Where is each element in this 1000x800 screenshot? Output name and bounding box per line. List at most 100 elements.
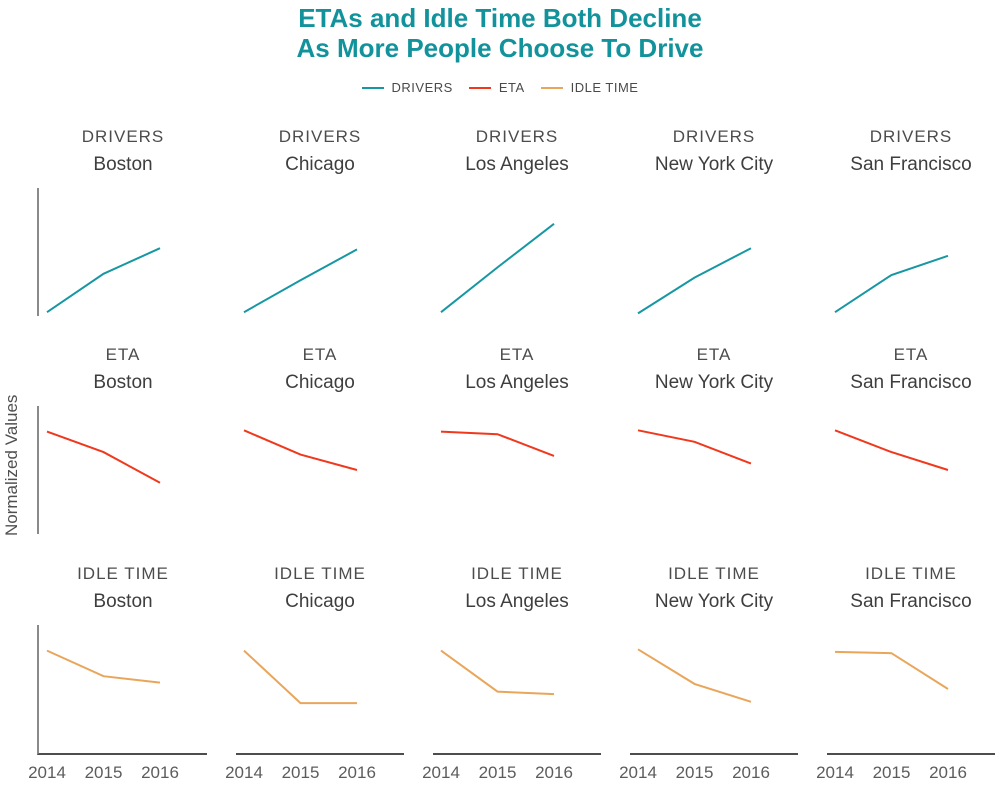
subplot-metric-label: IDLE TIME (77, 564, 169, 583)
x-tick-2016: 2016 (535, 763, 573, 782)
data-line (834, 429, 949, 471)
data-line (637, 648, 752, 703)
subplot-eta-san-francisco: ETA San Francisco (827, 342, 995, 534)
subplot-idle-time-boston: IDLE TIME Boston 2014 2015 2016 (28, 561, 207, 785)
x-axis-ticks: 2014 2015 2016 (225, 755, 404, 785)
x-tick-2016: 2016 (732, 763, 770, 782)
subplot-titles: DRIVERS Chicago (236, 126, 404, 188)
subplot-drivers-boston: DRIVERS Boston (37, 124, 207, 316)
plot-area-eta-chicago (236, 406, 404, 534)
subplot-metric-label: ETA (105, 345, 141, 364)
plot-area-drivers-boston (37, 188, 207, 316)
subplot-idle-time-chicago: IDLE TIME Chicago 2014 2015 2016 (225, 561, 404, 785)
line-idle-time-chicago (243, 649, 357, 705)
plot-area-idle-time-los-angeles (433, 625, 601, 755)
subplot-metric-label: IDLE TIME (865, 564, 957, 583)
line-eta-san-francisco (834, 429, 949, 471)
subplot-city-label: Boston (93, 372, 153, 393)
plot-area-drivers-new-york-city (630, 188, 798, 316)
chart-title: ETAs and Idle Time Both Decline As More … (296, 3, 704, 63)
x-tick-2016: 2016 (929, 763, 967, 782)
x-axis-ticks: 2014 2015 2016 (422, 755, 601, 785)
subplot-metric-label: ETA (893, 345, 929, 364)
subplot-drivers-san-francisco: DRIVERS San Francisco (827, 124, 995, 316)
x-tick-2015: 2015 (84, 763, 123, 782)
x-axis-ticks: 2014 2015 2016 (619, 755, 798, 785)
plot-area-eta-boston (37, 406, 207, 534)
data-line (834, 650, 949, 690)
subplot-drivers-new-york-city: DRIVERS New York City (630, 124, 798, 316)
chart-row-drivers: DRIVERS Boston DRIVERS Chicago DRIVERS Los An… (37, 124, 995, 316)
subplot-city-label: Los Angeles (465, 372, 569, 393)
data-line (637, 429, 752, 465)
subplot-city-label: Chicago (285, 591, 355, 612)
subplot-titles: DRIVERS Boston (39, 126, 207, 188)
subplot-metric-label: ETA (302, 345, 338, 364)
chart-grid: DRIVERS Boston DRIVERS Chicago DRIVERS Los An… (28, 124, 995, 785)
subplot-eta-chicago: ETA Chicago (236, 342, 404, 534)
subplot-titles: IDLE TIME Los Angeles (433, 563, 601, 625)
subplot-city-label: San Francisco (850, 372, 972, 393)
y-axis-label: Normalized Values (2, 394, 21, 536)
data-line (46, 247, 161, 314)
data-line (637, 247, 752, 315)
plot-area-eta-los-angeles (433, 406, 601, 534)
subplot-idle-time-san-francisco: IDLE TIME San Francisco 2014 2015 2016 (816, 561, 995, 785)
subplot-titles: IDLE TIME Chicago (236, 563, 404, 625)
legend-item-drivers: DRIVERS (361, 80, 453, 95)
legend-line-swatch-eta (468, 86, 491, 89)
subplot-metric-label: IDLE TIME (668, 564, 760, 583)
legend-item-idle-time: IDLE TIME (540, 80, 639, 95)
x-tick-2015: 2015 (478, 763, 517, 782)
line-drivers-los-angeles (440, 223, 555, 313)
subplot-eta-new-york-city: ETA New York City (630, 342, 798, 534)
subplot-city-label: San Francisco (850, 154, 972, 175)
subplot-metric-label: DRIVERS (869, 127, 953, 146)
line-drivers-new-york-city (637, 247, 752, 315)
subplot-eta-boston: ETA Boston (37, 342, 207, 534)
subplot-city-label: New York City (654, 591, 774, 612)
data-line (440, 430, 555, 457)
subplot-city-label: Boston (93, 591, 153, 612)
subplot-metric-label: DRIVERS (475, 127, 559, 146)
subplot-titles: ETA Chicago (236, 344, 404, 406)
plot-area-drivers-los-angeles (433, 188, 601, 316)
plot-area-idle-time-chicago (236, 625, 404, 755)
subplot-idle-time-new-york-city: IDLE TIME New York City 2014 2015 2016 (619, 561, 798, 785)
subplot-drivers-chicago: DRIVERS Chicago (236, 124, 404, 316)
legend-line-swatch-drivers (361, 86, 384, 89)
subplot-eta-los-angeles: ETA Los Angeles (433, 342, 601, 534)
plot-area-idle-time-new-york-city (630, 625, 798, 755)
line-idle-time-san-francisco (834, 650, 949, 690)
plot-area-eta-new-york-city (630, 406, 798, 534)
legend-line-swatch-idle-time (540, 86, 563, 89)
chart-row-eta: ETA Boston ETA Chicago ETA Los Angeles ETA New … (37, 342, 995, 534)
x-tick-2014: 2014 (816, 763, 854, 782)
line-drivers-san-francisco (834, 254, 949, 314)
line-drivers-chicago (243, 248, 358, 314)
x-tick-2016: 2016 (141, 763, 179, 782)
subplot-metric-label: IDLE TIME (274, 564, 366, 583)
line-eta-chicago (243, 429, 358, 471)
x-tick-2014: 2014 (225, 763, 263, 782)
line-idle-time-boston (46, 649, 161, 684)
subplot-city-label: New York City (654, 372, 774, 393)
subplot-metric-label: DRIVERS (81, 127, 165, 146)
subplot-titles: ETA San Francisco (827, 344, 995, 406)
subplot-titles: IDLE TIME Boston (39, 563, 207, 625)
subplot-titles: IDLE TIME New York City (630, 563, 798, 625)
line-eta-los-angeles (440, 430, 555, 457)
legend: DRIVERS ETA IDLE TIME (0, 80, 1000, 95)
subplot-city-label: San Francisco (850, 591, 972, 612)
x-tick-2014: 2014 (422, 763, 460, 782)
x-tick-2015: 2015 (281, 763, 320, 782)
x-tick-2014: 2014 (619, 763, 657, 782)
line-eta-new-york-city (637, 429, 752, 465)
line-eta-boston (46, 430, 161, 484)
subplot-metric-label: ETA (499, 345, 535, 364)
subplot-drivers-los-angeles: DRIVERS Los Angeles (433, 124, 601, 316)
data-line (243, 248, 358, 314)
legend-item-eta: ETA (468, 80, 525, 95)
subplot-metric-label: ETA (696, 345, 732, 364)
